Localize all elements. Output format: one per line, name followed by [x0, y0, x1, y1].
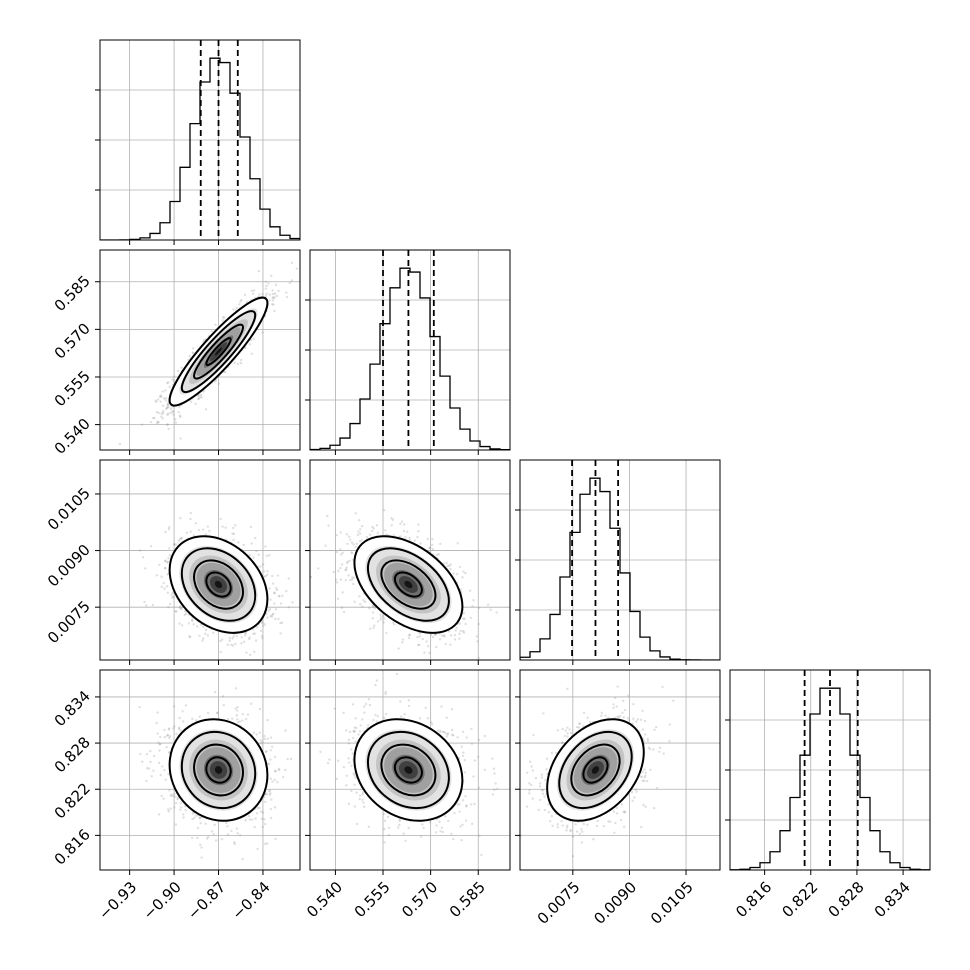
xtick-label: −0.84 — [228, 878, 273, 923]
histogram-step-1 — [310, 267, 510, 450]
panel-frame — [519, 669, 721, 871]
ytick-label: 0.816 — [51, 825, 94, 868]
xtick-label: −0.90 — [140, 878, 185, 923]
ytick-label: 0.834 — [51, 687, 94, 730]
ytick-label: 0.585 — [51, 272, 94, 315]
contour-1-0-3 — [168, 296, 269, 407]
panel-3-2: 0.0075 0.0090 0.0105 — [515, 669, 721, 928]
panel-1-1 — [305, 249, 511, 455]
panel-3-3: 0.816 0.822 0.828 0.834 — [725, 669, 931, 921]
panel-frame — [99, 459, 301, 661]
density-level-6 — [591, 766, 600, 774]
panel-frame — [729, 669, 931, 871]
contour-2-1-1 — [380, 559, 437, 610]
ytick-label: 0.555 — [51, 367, 94, 410]
xtick-label: 0.570 — [398, 878, 441, 921]
xtick-label: 0.0075 — [534, 878, 584, 928]
contour-3-1-1 — [380, 743, 437, 797]
contour-2-1-0 — [393, 571, 423, 598]
contour-3-1-2 — [366, 730, 450, 810]
density-level-6 — [404, 580, 413, 589]
panel-frame — [309, 669, 511, 871]
xtick-label: 0.0090 — [590, 878, 640, 928]
xtick-label: 0.834 — [871, 878, 914, 921]
contour-3-0-0 — [205, 756, 232, 784]
xtick-label: 0.585 — [446, 878, 489, 921]
contour-2-0-3 — [168, 535, 269, 634]
histogram-step-2 — [520, 477, 720, 660]
panel-frame — [309, 459, 511, 661]
xtick-label: 0.816 — [732, 878, 775, 921]
panel-2-2 — [515, 459, 721, 665]
panel-frame — [99, 669, 301, 871]
xtick-label: −0.93 — [95, 878, 140, 923]
contour-2-0-2 — [180, 547, 257, 622]
contour-3-2-3 — [546, 718, 645, 822]
contour-1-0-2 — [180, 310, 257, 394]
panel-2-1 — [305, 459, 511, 665]
histogram-step-3 — [730, 687, 930, 870]
density-level-6 — [214, 766, 223, 774]
ytick-label: 0.540 — [51, 415, 94, 458]
panel-2-0: 0.0075 0.0090 0.0105 — [44, 459, 301, 665]
ytick-label: 0.0075 — [44, 597, 94, 647]
xtick-label: 0.822 — [778, 878, 821, 921]
density-level-6 — [404, 766, 413, 774]
contour-3-2-1 — [570, 743, 621, 797]
contour-3-0-2 — [180, 730, 257, 810]
contour-3-0-3 — [168, 718, 269, 822]
panel-frame — [99, 249, 301, 451]
contour-1-0-1 — [193, 323, 244, 380]
ytick-label: 0.570 — [51, 319, 94, 362]
contour-3-2-0 — [582, 756, 609, 784]
contour-3-1-3 — [353, 718, 464, 822]
panel-frame — [309, 249, 511, 451]
panel-frame — [519, 459, 721, 661]
ytick-label: 0.822 — [51, 779, 94, 822]
panel-3-1: 0.540 0.555 0.570 0.585 — [303, 669, 511, 921]
density-level-6 — [214, 347, 223, 356]
xtick-label: 0.828 — [825, 878, 868, 921]
contour-2-0-1 — [193, 559, 244, 610]
contour-1-0-0 — [205, 337, 232, 367]
contour-2-0-0 — [205, 571, 232, 598]
contour-3-1-0 — [393, 756, 423, 784]
panel-frame — [99, 39, 301, 241]
panel-0-0 — [95, 39, 301, 245]
xtick-label: 0.555 — [351, 878, 394, 921]
ytick-label: 0.0105 — [44, 484, 94, 534]
contour-2-1-2 — [366, 547, 450, 622]
xtick-label: 0.0105 — [647, 878, 697, 928]
contour-3-0-1 — [193, 743, 244, 797]
contour-2-1-3 — [353, 535, 464, 634]
xtick-label: −0.87 — [184, 878, 229, 923]
density-level-6 — [214, 580, 223, 589]
xtick-label: 0.540 — [303, 878, 346, 921]
contour-3-2-2 — [558, 730, 633, 810]
ytick-label: 0.828 — [51, 733, 94, 776]
ytick-label: 0.0090 — [44, 541, 94, 591]
